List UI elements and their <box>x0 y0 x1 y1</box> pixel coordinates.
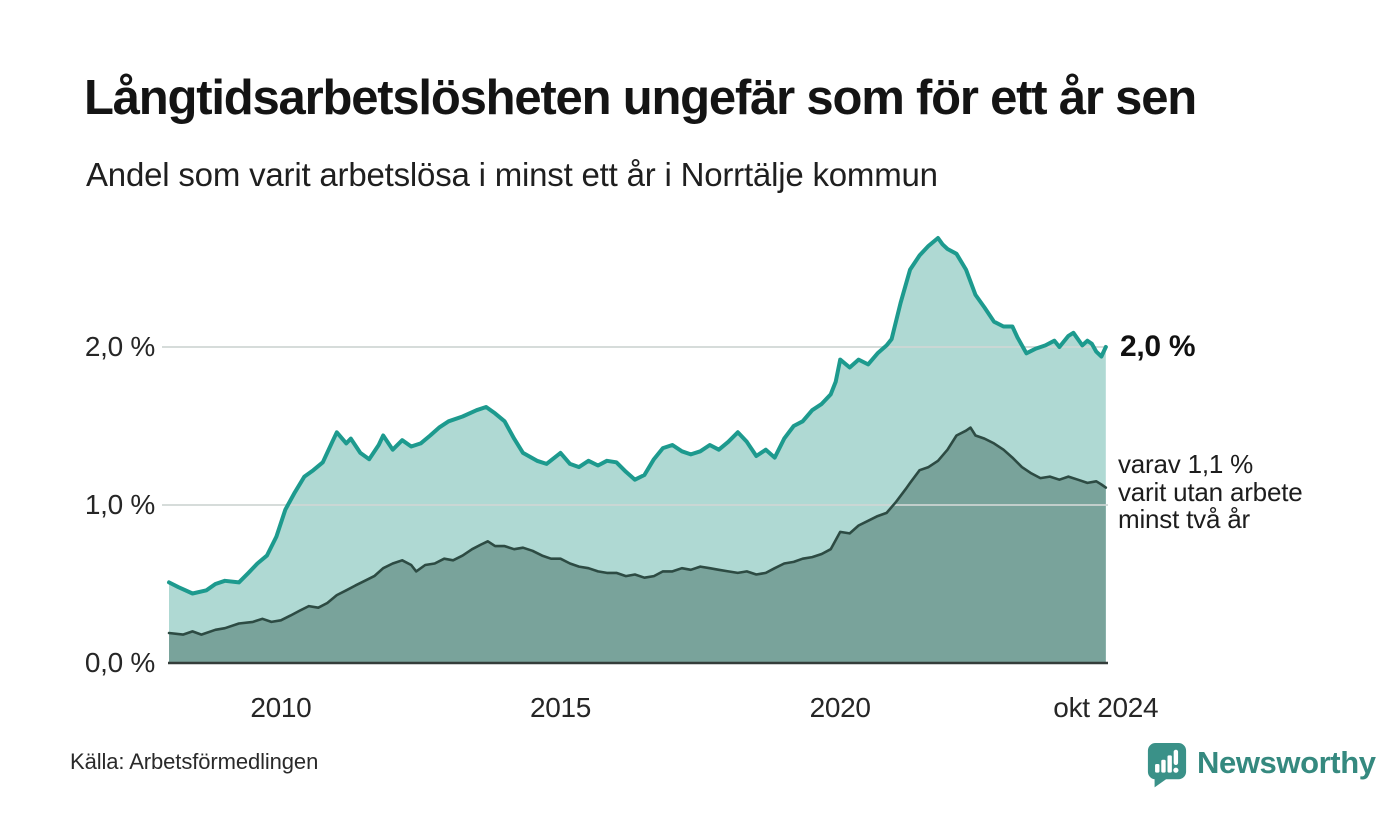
bar-2 <box>1161 759 1166 773</box>
exclamation-dot <box>1173 767 1179 773</box>
y-axis-label-2: 2,0 % <box>84 331 155 362</box>
chart-title: Långtidsarbetslösheten ungefär som för e… <box>84 71 1197 125</box>
latest-subset-annotation: varav 1,1 % varit utan arbete minst två … <box>1118 449 1303 534</box>
chart-subtitle: Andel som varit arbetslösa i minst ett å… <box>86 156 938 193</box>
speech-bubble-shape <box>1147 743 1187 788</box>
x-axis-label-2015: 2015 <box>529 692 592 723</box>
latest-total-value-label: 2,0 % <box>1120 330 1196 363</box>
x-axis-label-2020: 2020 <box>809 692 871 723</box>
y-axis-label-0: 0,0 % <box>84 647 155 678</box>
source-note: Källa: Arbetsförmedlingen <box>70 749 319 774</box>
newsworthy-logo: Newsworthy <box>1146 741 1376 789</box>
bar-1 <box>1155 764 1160 773</box>
exclamation-bar <box>1173 749 1179 765</box>
bar-3 <box>1167 755 1172 773</box>
y-axis-label-1: 1,0 % <box>84 489 155 520</box>
newsworthy-wordmark: Newsworthy <box>1197 745 1376 780</box>
newsworthy-bubble-chart-icon <box>1147 743 1187 788</box>
x-axis-label-okt-2024: okt 2024 <box>1053 692 1159 723</box>
x-axis-label-2010: 2010 <box>250 692 312 723</box>
